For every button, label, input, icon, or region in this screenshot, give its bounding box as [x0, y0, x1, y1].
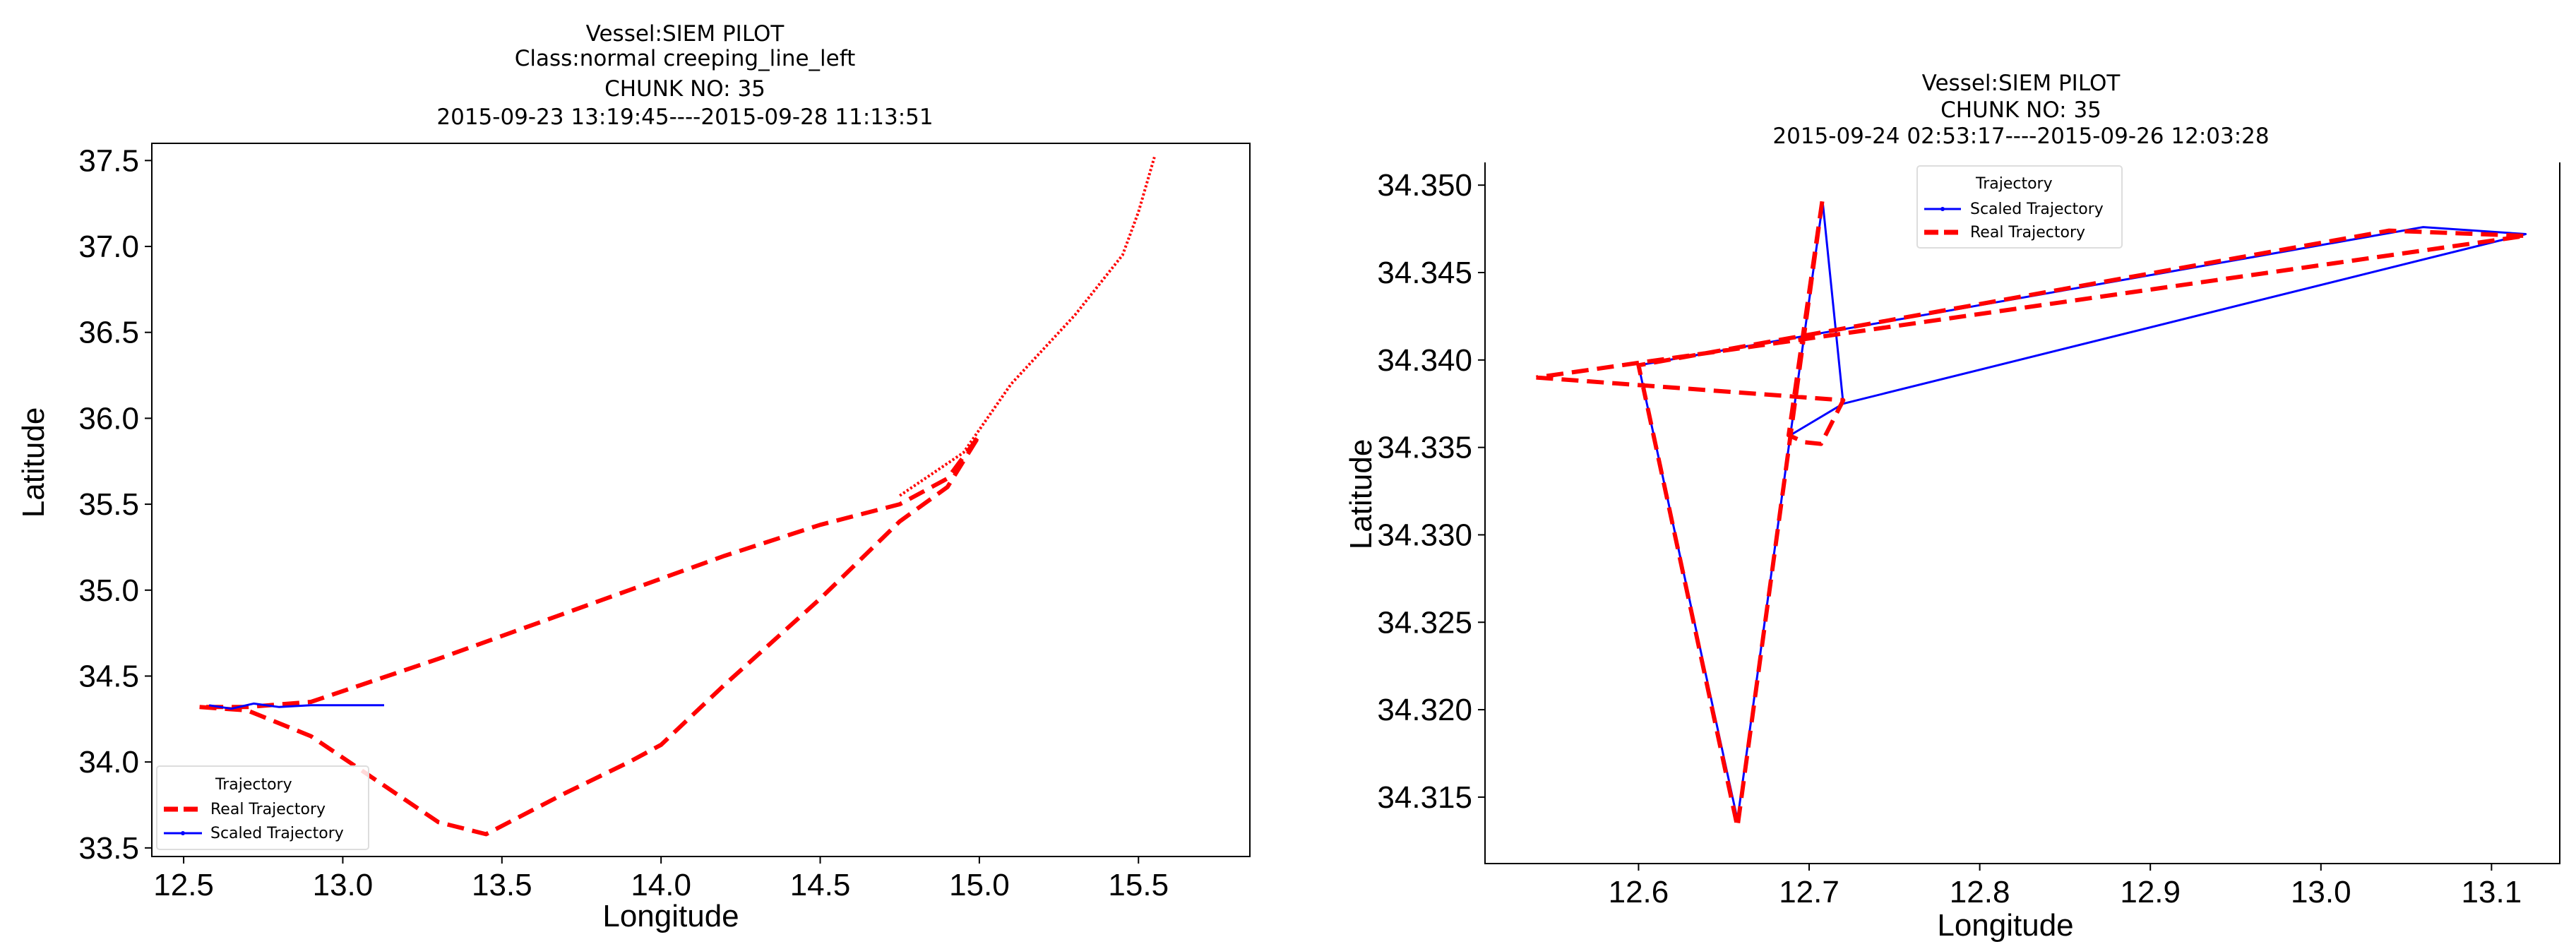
chart-left-x-tick-label: 14.0 — [631, 868, 691, 902]
chart-left-y-tick-label: 35.0 — [78, 573, 139, 608]
chart-left-title-line-2: Class:normal creeping_line_left — [515, 46, 856, 71]
chart-left-title-line-4: 2015-09-23 13:19:45----2015-09-28 11:13:… — [436, 105, 933, 130]
chart-left-legend-scaled-label: Scaled Trajectory — [210, 825, 344, 842]
chart-right-y-tick-label: 34.325 — [1377, 605, 1472, 640]
chart-right-series-layer — [1536, 195, 2528, 829]
chart-left-legend-box — [156, 765, 369, 850]
chart-right: Vessel:SIEM PILOT CHUNK NO: 35 2015-09-2… — [1344, 71, 2560, 943]
chart-right-x-tick-label: 12.9 — [2120, 875, 2181, 909]
chart-left-y-tick-label: 33.5 — [78, 831, 139, 866]
chart-left-y-tick-label: 37.0 — [78, 229, 139, 264]
chart-left-y-tick-label: 35.5 — [78, 487, 139, 522]
chart-left: Vessel:SIEM PILOT Class:normal creeping_… — [16, 21, 1251, 933]
chart-right-x-axis-label: Longitude — [1937, 908, 2073, 943]
chart-right-legend-scaled-marker — [1940, 207, 1945, 211]
chart-right-legend-real-label: Real Trajectory — [1970, 224, 2085, 241]
chart-left-legend-real-label: Real Trajectory — [210, 801, 326, 818]
chart-right-y-tick-label: 34.345 — [1377, 256, 1472, 290]
chart-left-x-axis-label: Longitude — [602, 899, 739, 933]
chart-left-y-tick-label: 34.0 — [78, 745, 139, 780]
chart-left-x-tick-label: 12.5 — [153, 868, 214, 902]
chart-right-y-tick-label: 34.340 — [1377, 343, 1472, 378]
chart-right-x-tick-label: 13.0 — [2291, 875, 2351, 909]
chart-left-x-tick-label: 15.0 — [949, 868, 1010, 902]
chart-left-x-tick-label: 14.5 — [790, 868, 851, 902]
chart-right-ticks-layer: 12.6 12.7 12.8 12.9 13.0 13.1 34.315 34.320 34.3… — [1377, 168, 2522, 909]
chart-right-x-tick-label: 12.7 — [1779, 875, 1839, 909]
chart-left-legend: Trajectory Real Trajectory Scaled Trajec… — [156, 765, 369, 850]
chart-right-title-line-1: Vessel:SIEM PILOT — [1922, 71, 2121, 96]
chart-right-y-tick-label: 34.315 — [1377, 780, 1472, 815]
chart-left-ticks-layer: 12.5 13.0 13.5 14.0 14.5 15.0 15.5 33.5 34.0 34.5… — [78, 143, 1169, 902]
chart-right-y-tick-label: 34.320 — [1377, 693, 1472, 727]
chart-right-legend-title: Trajectory — [1975, 175, 2053, 193]
chart-right-y-tick-label: 34.335 — [1377, 431, 1472, 465]
chart-right-y-tick-label: 34.330 — [1377, 518, 1472, 552]
chart-left-series-2-line — [899, 156, 1156, 497]
chart-right-legend-scaled-label: Scaled Trajectory — [1970, 201, 2104, 218]
chart-right-y-axis-label: Latitude — [1344, 439, 1378, 550]
chart-right-series-2-line — [1536, 195, 2528, 829]
chart-right-y-tick-label: 34.350 — [1377, 168, 1472, 203]
chart-right-series-1-line — [1637, 201, 2527, 821]
chart-left-y-tick-label: 36.5 — [78, 316, 139, 350]
chart-right-title-line-2: CHUNK NO: 35 — [1940, 97, 2101, 123]
chart-left-y-tick-label: 37.5 — [78, 143, 139, 178]
chart-right-x-tick-label: 12.6 — [1609, 875, 1669, 909]
chart-left-title-line-3: CHUNK NO: 35 — [604, 76, 765, 102]
chart-left-y-tick-label: 36.0 — [78, 401, 139, 436]
chart-right-legend-box — [1916, 165, 2123, 249]
chart-left-plot-frame — [151, 143, 1251, 857]
chart-right-x-tick-label: 13.1 — [2462, 875, 2522, 909]
chart-left-legend-title: Trajectory — [215, 776, 292, 794]
chart-left-y-axis-label: Latitude — [16, 407, 51, 518]
chart-left-title-line-1: Vessel:SIEM PILOT — [586, 21, 785, 47]
chart-left-x-tick-label: 13.0 — [313, 868, 374, 902]
chart-left-legend-scaled-marker — [181, 831, 185, 835]
chart-left-x-tick-label: 15.5 — [1108, 868, 1169, 902]
chart-left-series-layer — [199, 156, 1156, 837]
chart-right-plot-frame — [1484, 162, 2560, 864]
chart-left-y-tick-label: 34.5 — [78, 659, 139, 693]
chart-right-x-tick-label: 12.8 — [1950, 875, 2010, 909]
chart-left-series-1-line — [199, 433, 982, 837]
chart-right-legend: Trajectory Scaled Trajectory Real Trajec… — [1916, 165, 2123, 249]
chart-right-title-line-3: 2015-09-24 02:53:17----2015-09-26 12:03:… — [1772, 124, 2269, 149]
chart-left-series-3-line — [208, 702, 384, 710]
chart-left-x-tick-label: 13.5 — [472, 868, 532, 902]
